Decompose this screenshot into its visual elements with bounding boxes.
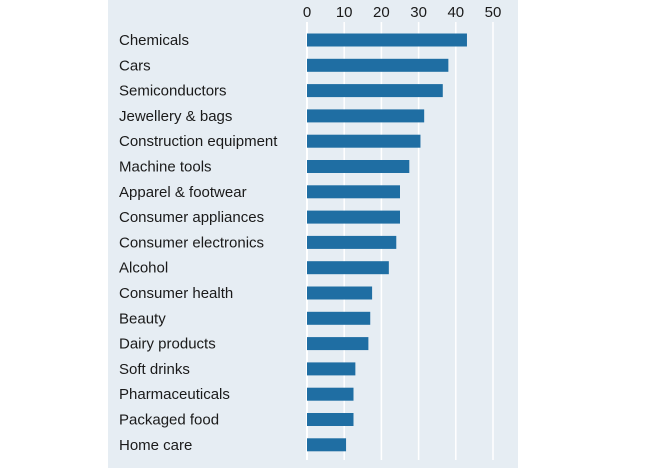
bar — [307, 261, 389, 275]
category-label: Beauty — [119, 310, 166, 327]
bar — [307, 33, 467, 47]
category-label: Apparel & footwear — [119, 184, 247, 201]
bar — [307, 438, 347, 452]
category-label: Consumer electronics — [119, 234, 264, 251]
category-label: Machine tools — [119, 159, 212, 176]
x-tick-label: 30 — [410, 4, 427, 21]
x-tick-label: 40 — [447, 4, 464, 21]
category-label: Construction equipment — [119, 133, 278, 150]
x-tick-label: 0 — [303, 4, 311, 21]
x-tick-label: 20 — [373, 4, 390, 21]
category-label: Packaged food — [119, 412, 219, 429]
bars — [307, 33, 467, 452]
bar — [307, 387, 354, 401]
bar — [307, 160, 410, 173]
category-label: Home care — [119, 437, 192, 454]
category-label: Alcohol — [119, 260, 168, 277]
bar — [307, 58, 449, 72]
bar — [307, 109, 425, 123]
bar — [307, 311, 371, 325]
category-label: Cars — [119, 57, 151, 74]
category-label: Pharmaceuticals — [119, 386, 230, 403]
category-label: Jewellery & bags — [119, 108, 232, 125]
category-label: Semiconductors — [119, 83, 227, 100]
category-labels: Chemicals Cars Semiconductors Jewellery & b… — [119, 32, 278, 454]
bar — [307, 235, 397, 249]
category-label: Consumer health — [119, 285, 233, 302]
bar — [307, 84, 443, 98]
x-axis-ticks: 0 10 20 30 40 50 — [303, 4, 502, 21]
category-label: Chemicals — [119, 32, 189, 49]
bar — [307, 210, 400, 224]
x-tick-label: 50 — [485, 4, 502, 21]
category-label: Soft drinks — [119, 361, 190, 378]
bar — [307, 413, 354, 426]
bar — [307, 337, 369, 351]
x-tick-label: 10 — [336, 4, 353, 21]
bar — [307, 185, 400, 199]
bar — [307, 362, 356, 376]
bar — [307, 134, 421, 148]
category-label: Dairy products — [119, 336, 216, 353]
category-label: Consumer appliances — [119, 209, 264, 226]
bar — [307, 286, 373, 300]
